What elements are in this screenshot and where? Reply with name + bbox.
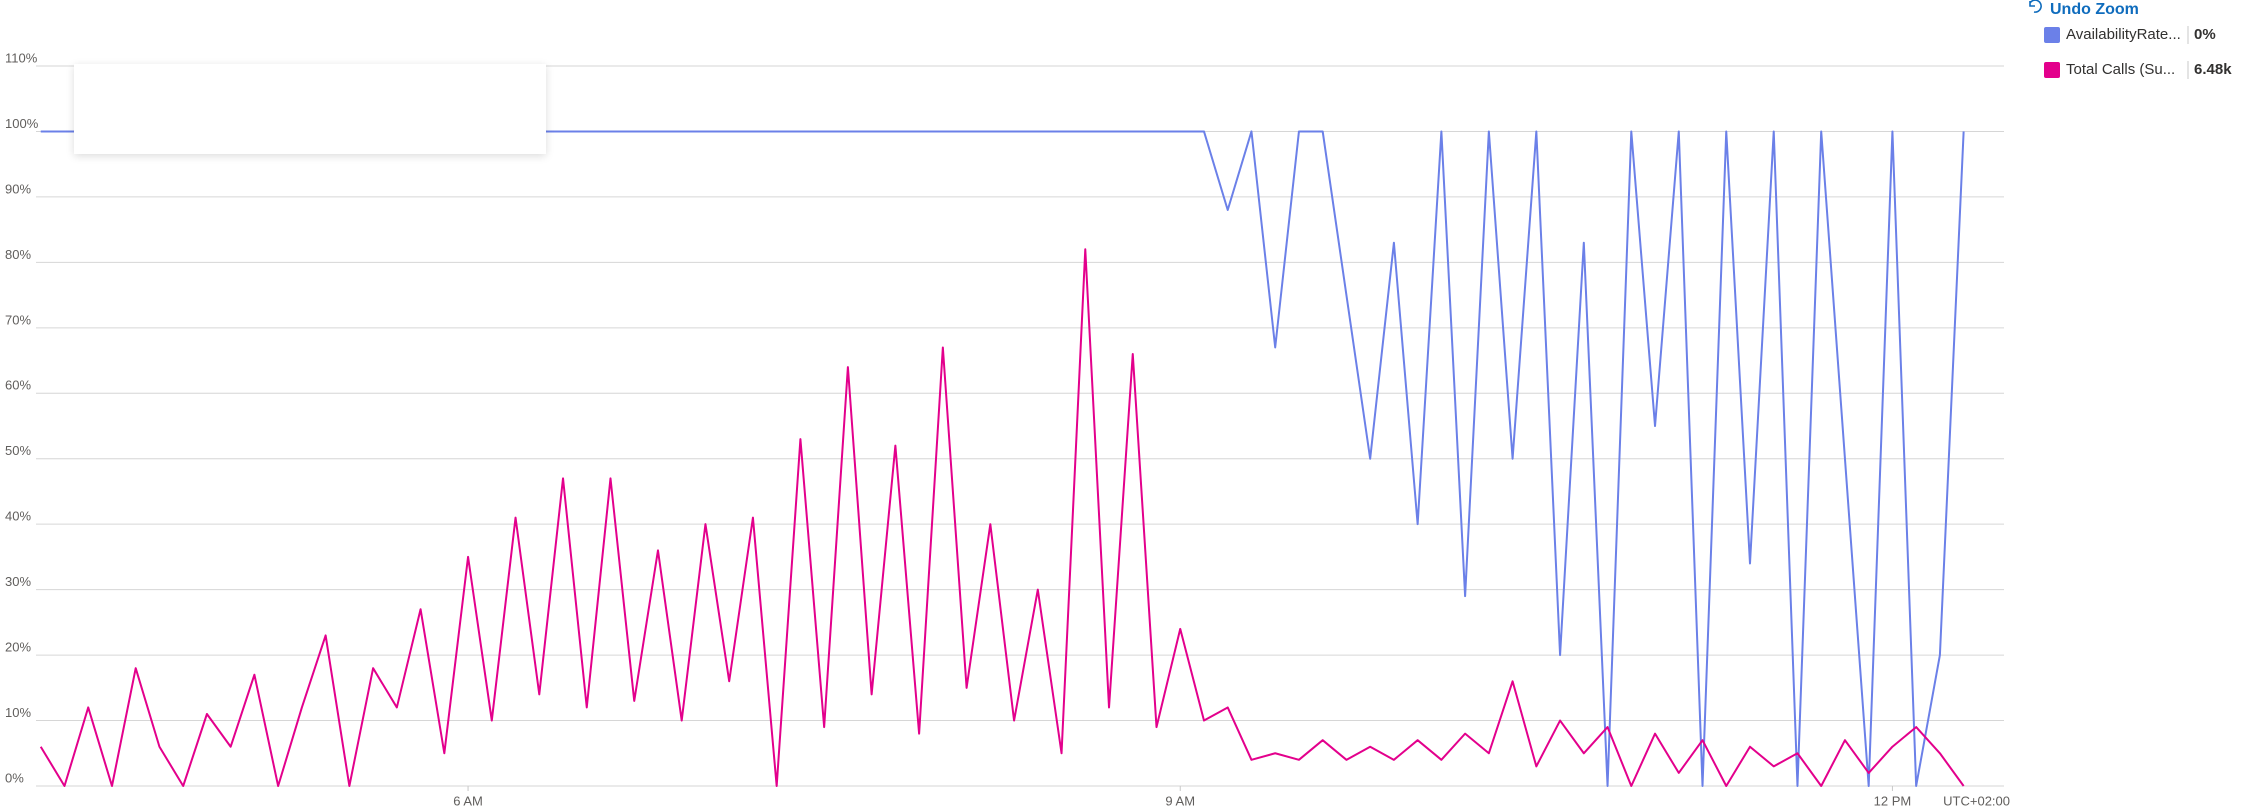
x-tick-label: 12 PM — [1874, 793, 1912, 808]
x-tick-label: 6 AM — [453, 793, 483, 808]
y-tick-label: 90% — [5, 181, 31, 196]
legend-swatch — [2044, 27, 2060, 43]
tooltip-panel — [74, 64, 546, 154]
undo-zoom-label[interactable]: Undo Zoom — [2050, 1, 2139, 18]
y-tick-label: 100% — [5, 116, 39, 131]
y-tick-label: 60% — [5, 378, 31, 393]
y-tick-label: 20% — [5, 640, 31, 655]
legend-label: Total Calls (Su... — [2066, 61, 2175, 78]
y-tick-label: 80% — [5, 247, 31, 262]
y-tick-label: 10% — [5, 705, 31, 720]
series-line — [39, 248, 1965, 787]
y-tick-label: 110% — [5, 50, 38, 65]
y-tick-label: 40% — [5, 509, 31, 524]
y-tick-label: 50% — [5, 443, 31, 458]
legend-value: 0% — [2194, 26, 2216, 43]
legend-swatch — [2044, 62, 2060, 78]
y-tick-label: 30% — [5, 574, 31, 589]
legend-value: 6.48k — [2194, 61, 2232, 78]
y-tick-label: 0% — [5, 770, 24, 785]
legend-label: AvailabilityRate... — [2066, 26, 2181, 43]
x-tick-label: 9 AM — [1165, 793, 1195, 808]
y-tick-label: 70% — [5, 312, 31, 327]
timezone-label: UTC+02:00 — [1943, 793, 2010, 808]
undo-icon[interactable] — [2029, 0, 2042, 13]
undo-zoom[interactable]: Undo Zoom — [2029, 0, 2139, 18]
